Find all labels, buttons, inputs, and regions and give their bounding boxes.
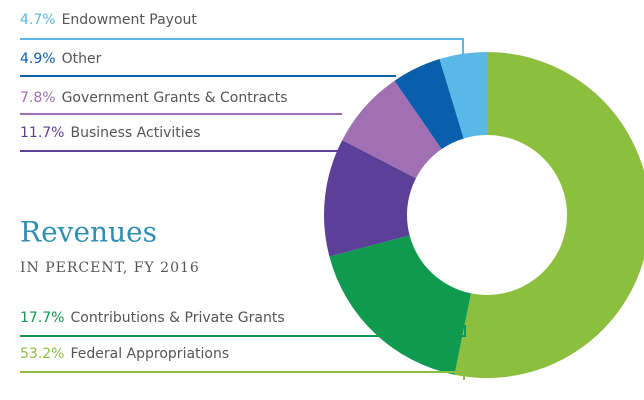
legend-label: 4.9% Other — [20, 51, 102, 67]
legend-name: Business Activities — [70, 125, 200, 141]
legend-label: 11.7% Business Activities — [20, 125, 201, 141]
donut-segment — [394, 59, 464, 150]
donut-segment — [439, 52, 487, 139]
leader-line — [20, 38, 464, 62]
legend-value: 17.7% — [20, 310, 64, 326]
leader-line — [20, 325, 466, 337]
legend-name: Government Grants & Contracts — [62, 90, 288, 106]
legend-name: Other — [62, 51, 102, 67]
donut-segment — [454, 52, 644, 378]
legend-name: Contributions & Private Grants — [70, 310, 284, 326]
legend-label: 7.8% Government Grants & Contracts — [20, 90, 288, 106]
legend-value: 4.7% — [20, 12, 56, 28]
legend-value: 11.7% — [20, 125, 64, 141]
chart-title: Revenues — [20, 216, 157, 249]
donut-segment — [323, 140, 416, 257]
legend-label: 17.7% Contributions & Private Grants — [20, 310, 285, 326]
legend-value: 7.8% — [20, 90, 56, 106]
leader-line — [20, 371, 465, 380]
legend-name: Endowment Payout — [62, 12, 198, 28]
donut-segment — [329, 235, 472, 375]
legend-label: 4.7% Endowment Payout — [20, 12, 197, 28]
legend-label: 53.2% Federal Appropriations — [20, 346, 229, 362]
donut-segment — [342, 80, 442, 179]
legend-value: 53.2% — [20, 346, 64, 362]
legend-name: Federal Appropriations — [70, 346, 229, 362]
legend-value: 4.9% — [20, 51, 56, 67]
chart-subtitle: IN PERCENT, FY 2016 — [20, 260, 200, 276]
